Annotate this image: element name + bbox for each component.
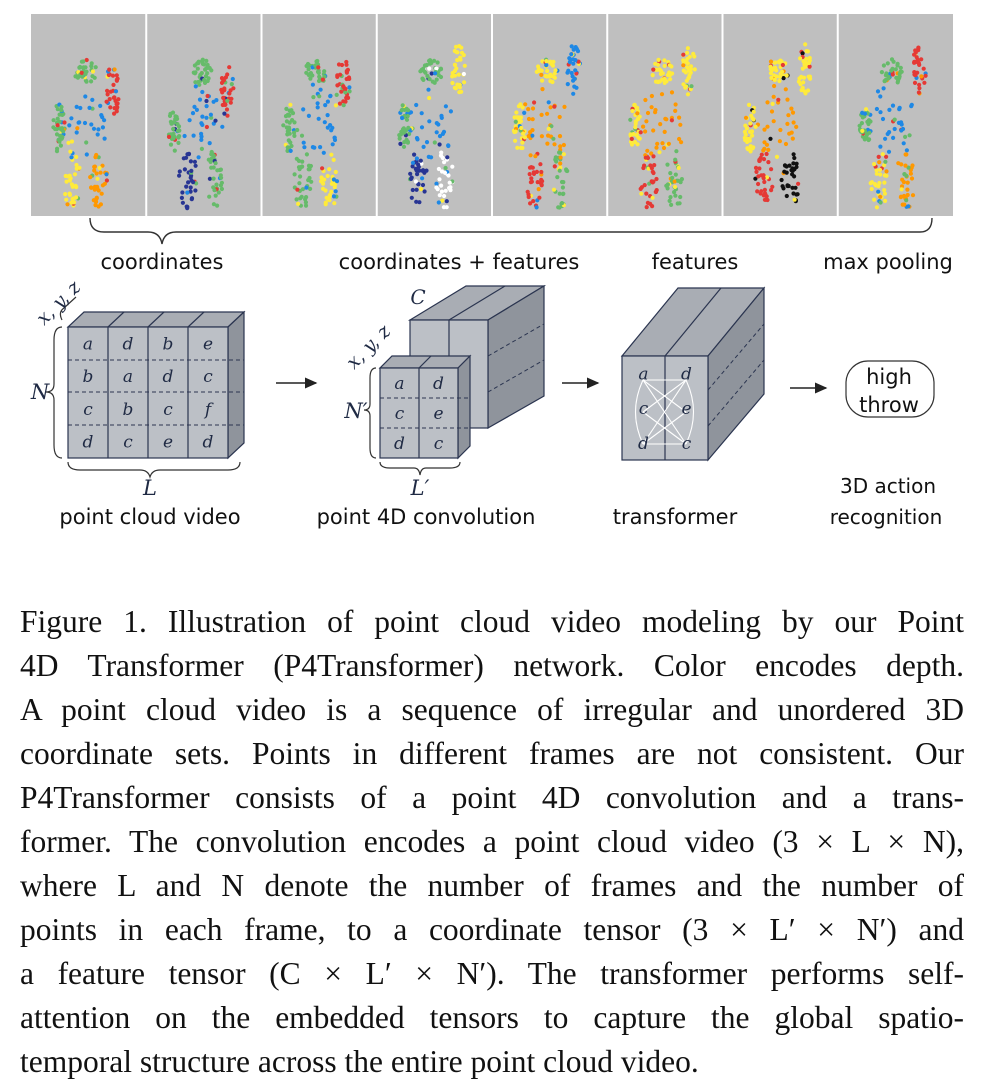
point-cloud-frame [836,14,928,216]
grid-cell-letter: a [123,367,133,387]
figure-illustration: coordinates coordinates + features featu… [30,14,953,529]
coordinate-tensor-block: a dc ed c [378,354,472,460]
transformer-cell-grid: a dc ed c [638,364,692,453]
grid-cell-letter: a [83,334,93,354]
conv-cell-grid: a dc ed c [394,374,444,454]
point-cloud-frame [491,14,583,216]
l-brace [67,461,241,480]
n-brace [45,326,63,459]
grid-cell-letter: e [433,404,443,424]
grid-cell-letter: c [434,434,444,454]
output-label-box [845,360,935,418]
point-cloud-video-block: a d b eb a d cc b c fd c e d [66,310,246,460]
grid-cell-letter: d [638,434,649,454]
grid-cell-letter: e [681,399,691,419]
n-label: N [30,380,50,404]
grid-cell-letter: c [83,400,93,420]
transformer-block: a dc ed c [620,286,766,462]
grid-cell-letter: b [123,400,134,420]
output-caption-line2: recognition [830,505,943,529]
grid-cell-letter: c [203,367,213,387]
c-label: C [410,285,425,309]
point-cloud-frame-strip [31,14,953,216]
grid-cell-letter: e [163,433,173,453]
n-prime-label: N′ [343,399,367,423]
caption-line: 4D Transformer (P4Transformer) network. … [20,648,964,683]
grid-cell-letter: b [83,367,94,387]
grid-cell-letter: c [123,433,133,453]
point-cloud-frame [606,14,697,216]
point-cloud-frame [260,14,352,216]
grid-cell-letter: d [433,374,444,394]
figure-caption: Figure 1. Illustration of point cloud vi… [20,600,964,1084]
grouping-brace [89,217,933,245]
caption-line: a feature tensor (C × L′ × N′). The tran… [20,956,964,991]
conv-caption: point 4D convolution [317,505,536,529]
caption-line: P4Transformer consists of a point 4D con… [20,780,964,815]
xyz-brace [59,296,77,321]
grid-cell-letter: d [203,433,214,453]
grid-cell-letter: f [203,400,214,420]
stage-label-features: features [652,250,739,274]
video-cell-grid: a d b eb a d cc b c fd c e d [83,334,214,452]
l-prime-label: L′ [410,476,430,500]
point-cloud-frame [145,14,236,216]
l-label: L [142,476,157,500]
grid-cell-letter: a [394,374,404,394]
stage-label-coordinates: coordinates [101,250,224,274]
grid-cell-letter: c [682,434,692,454]
output-caption-line1: 3D action [840,474,936,498]
stage-label-max-pooling: max pooling [823,250,953,274]
grid-cell-letter: c [395,404,405,424]
grid-cell-letter: d [123,334,134,354]
output-label-line2: throw [859,393,919,417]
caption-line: coordinate sets. Points in different fra… [20,736,964,771]
point-cloud-frame [51,57,121,209]
video-caption: point cloud video [59,505,240,529]
caption-line: points in each frame, to a coordinate te… [20,912,964,947]
stage-label-coordinates-features: coordinates + features [339,250,580,274]
caption-line: former. The convolution encodes a point … [20,824,964,859]
caption-line: attention on the embedded tensors to cap… [20,1000,964,1035]
caption-line: Figure 1. Illustration of point cloud vi… [20,604,964,639]
self-attention-links [635,379,694,445]
grid-cell-letter: d [83,433,94,453]
point-cloud-frame [721,14,813,216]
grid-cell-letter: d [163,367,174,387]
l-prime-brace [379,461,461,476]
caption-line: where L and N denote the number of frame… [20,868,964,903]
grid-cell-letter: e [203,334,213,354]
grid-cell-letter: b [163,334,174,354]
output-label-line1: high [866,365,912,389]
caption-line: A point cloud video is a sequence of irr… [20,692,964,727]
grid-cell-letter: d [394,434,405,454]
grid-cell-letter: a [638,364,648,384]
point-cloud-frame [375,14,467,216]
n-prime-brace [363,367,377,459]
transformer-caption: transformer [613,505,738,529]
caption-line: temporal structure across the entire poi… [20,1044,699,1079]
grid-cell-letter: d [681,364,692,384]
grid-cell-letter: c [163,400,173,420]
grid-cell-letter: c [639,399,649,419]
